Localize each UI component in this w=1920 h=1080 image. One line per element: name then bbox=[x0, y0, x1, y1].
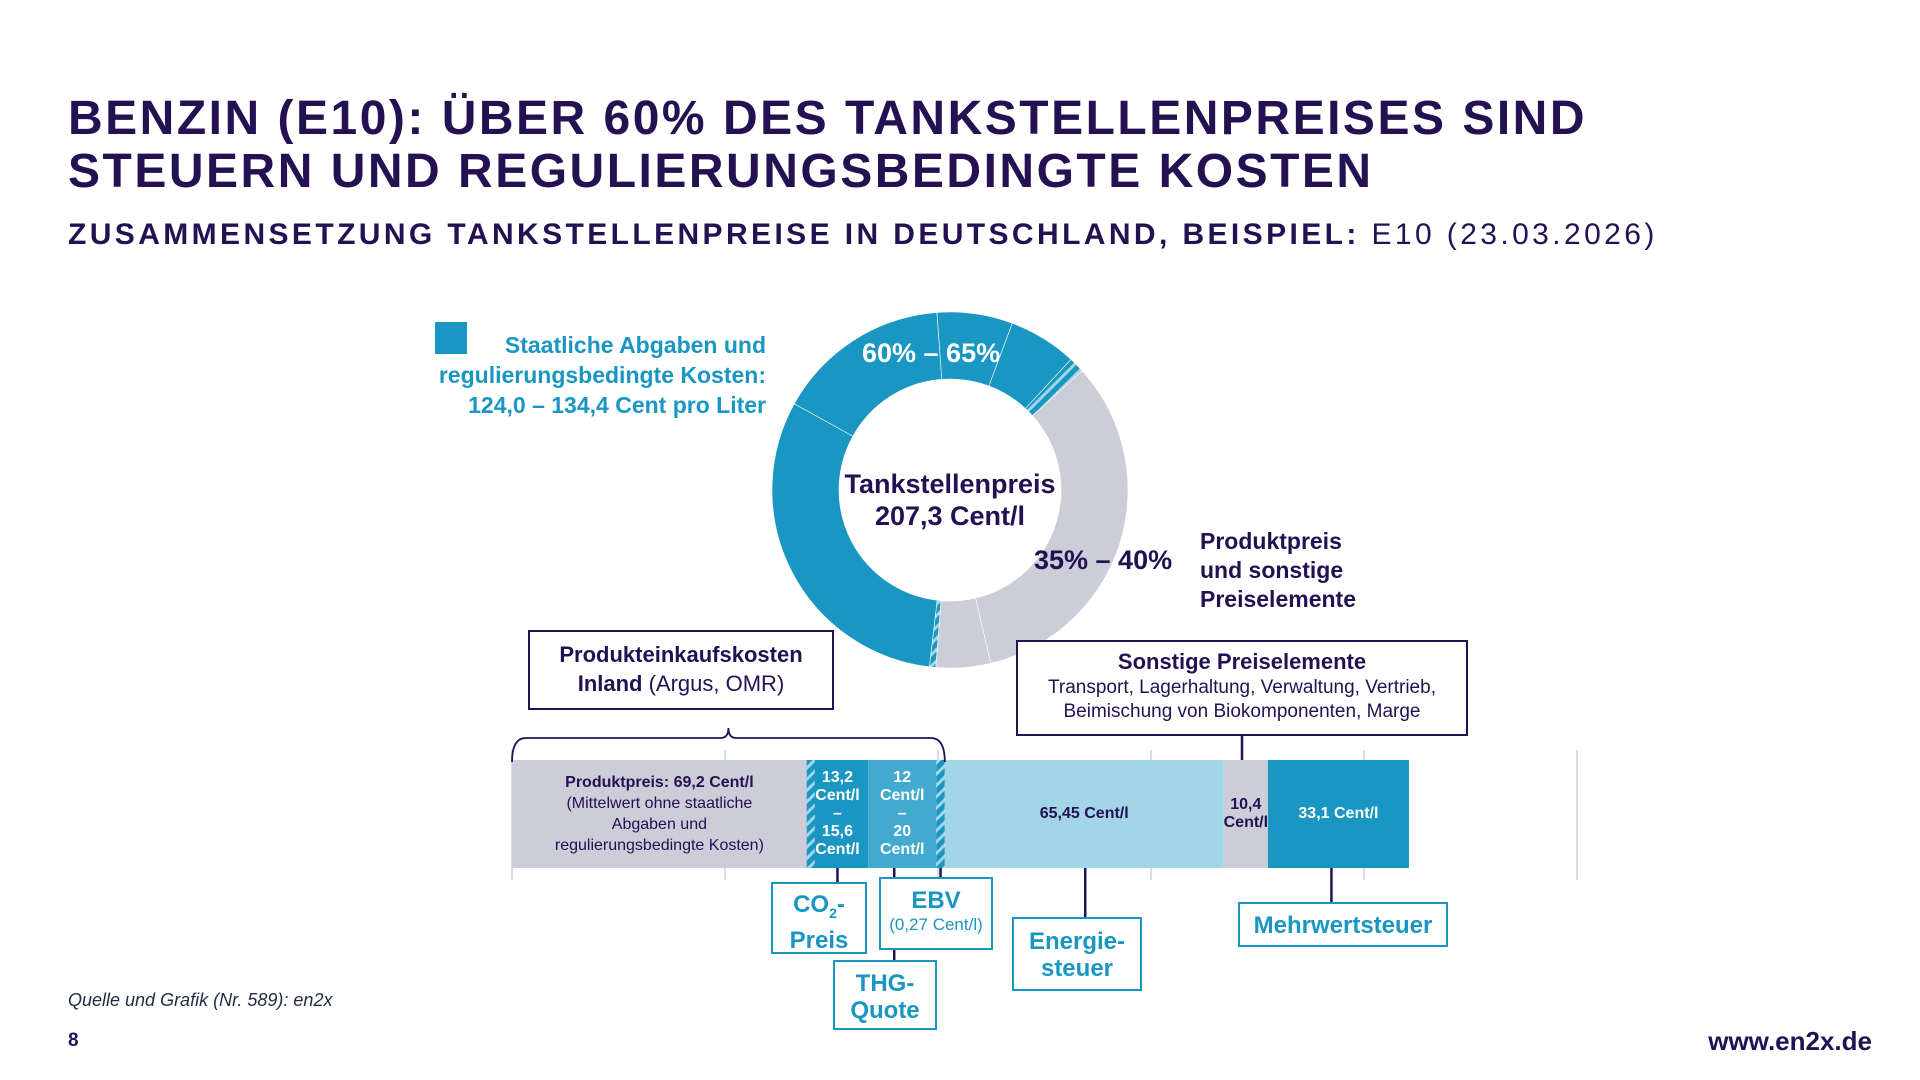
donut-slice-sonstige-preiselemente bbox=[935, 597, 992, 669]
bar-segment-co2-preis bbox=[806, 760, 869, 868]
bar-label-line: Cent/l bbox=[1223, 814, 1269, 831]
bar-label-line: 65,45 Cent/l bbox=[1039, 805, 1129, 822]
bar-segment-thg-quote bbox=[868, 760, 937, 868]
mwst-text: Mehrwertsteuer bbox=[1253, 912, 1433, 939]
product-label-line-3: Preiselemente bbox=[1200, 586, 1356, 612]
thg-line-1: THG- bbox=[855, 970, 915, 997]
subtitle-bold: ZUSAMMENSETZUNG TANKSTELLENPREISE IN DEU… bbox=[68, 218, 1360, 251]
bar-label-line: 12 bbox=[893, 769, 912, 786]
donut-slice-energiesteuer bbox=[771, 403, 938, 668]
callout-co2-preis: CO2- Preis bbox=[771, 882, 867, 954]
bar-label-line: Cent/l bbox=[879, 841, 925, 858]
bar-segment-sonstige-preiselemente bbox=[1223, 760, 1268, 868]
bar-label-line: 15,6 bbox=[821, 823, 854, 840]
sonstige-preiselemente-box: Sonstige Preiselemente Transport, Lagerh… bbox=[1016, 640, 1468, 736]
legend-line-2: regulierungsbedingte Kosten: bbox=[438, 362, 766, 388]
callout-thg-quote: THG- Quote bbox=[833, 960, 937, 1030]
legend-line-3: 124,0 – 134,4 Cent pro Liter bbox=[468, 392, 766, 418]
bar-label-line: Abgaben und bbox=[611, 816, 707, 833]
bar-segment-mehrwertsteuer bbox=[1267, 760, 1409, 868]
bar-label-co2-preis: 13,2 Cent/l –15,6 Cent/l bbox=[807, 769, 868, 859]
bar-label-line: 20 bbox=[893, 823, 912, 840]
bar-label-line: – bbox=[833, 805, 842, 822]
co2-subscript: 2 bbox=[829, 904, 837, 921]
center-value: 207,3 Cent/l bbox=[874, 501, 1026, 531]
bar-label-line: Cent/l bbox=[815, 787, 860, 804]
produkt-box-inland: Inland bbox=[577, 671, 643, 696]
energie-line-2: steuer bbox=[1040, 955, 1114, 982]
bar-label-sonstige-preiselemente: 10,4 Cent/l bbox=[1224, 796, 1268, 832]
ebv-value: (0,27 Cent/l) bbox=[889, 915, 983, 934]
website-link[interactable]: www.en2x.de bbox=[1708, 1026, 1872, 1056]
legend-line-1: Staatliche Abgaben und bbox=[504, 332, 766, 358]
title-line-2: STEUERN UND REGULIERUNGSBEDINGTE KOSTEN bbox=[68, 145, 1374, 198]
bar-label-line: (Mittelwert ohne staatliche bbox=[566, 795, 753, 812]
bar-label-mehrwertsteuer: 33,1 Cent/l bbox=[1268, 805, 1409, 823]
bar-label-line: 10,4 bbox=[1230, 796, 1262, 813]
source-note: Quelle und Grafik (Nr. 589): en2x bbox=[68, 990, 333, 1010]
legend-state-costs: Staatliche Abgaben und regulierungsbedin… bbox=[410, 330, 766, 420]
sonstige-box-title: Sonstige Preiselemente bbox=[1117, 649, 1367, 674]
thg-line-2: Quote bbox=[850, 997, 920, 1024]
callout-energiesteuer: Energie- steuer bbox=[1012, 917, 1142, 991]
bar-label-line: – bbox=[897, 805, 907, 822]
donut-chart bbox=[771, 311, 1129, 669]
donut-label-product-share: 35% – 40% bbox=[1034, 545, 1173, 575]
bar-segment-ebv bbox=[936, 760, 945, 868]
bar-segment-energiesteuer bbox=[944, 760, 1224, 868]
bar-label-line: Cent/l bbox=[815, 841, 860, 858]
donut-slice-produktpreis bbox=[975, 370, 1129, 664]
sonstige-box-line-2: Beimischung von Biokomponenten, Marge bbox=[1063, 701, 1421, 722]
center-title: Tankstellenpreis bbox=[844, 469, 1056, 499]
product-label-line-1: Produktpreis bbox=[1200, 528, 1342, 554]
co2-dash: - bbox=[836, 891, 845, 918]
page-subtitle: ZUSAMMENSETZUNG TANKSTELLENPREISE IN DEU… bbox=[68, 218, 1658, 252]
produkteinkaufskosten-box: Produkteinkaufskosten Inland (Argus, OMR… bbox=[528, 630, 834, 710]
ebv-title: EBV bbox=[911, 887, 961, 914]
bar-label-line: regulierungsbedingte Kosten) bbox=[554, 837, 764, 854]
donut-center-label: Tankstellenpreis 207,3 Cent/l bbox=[835, 468, 1065, 532]
donut-label-state-share: 60% – 65% bbox=[862, 338, 1001, 368]
subtitle-date: E10 (23.03.2026) bbox=[1359, 218, 1658, 251]
sonstige-box-line-1: Transport, Lagerhaltung, Verwaltung, Ver… bbox=[1048, 677, 1436, 698]
callout-mehrwertsteuer: Mehrwertsteuer bbox=[1238, 902, 1448, 947]
stacked-bar bbox=[512, 760, 1409, 868]
bar-label-line: 33,1 Cent/l bbox=[1298, 805, 1379, 822]
curly-brace-produkteinkauf bbox=[511, 727, 946, 763]
legend-swatch-state-costs bbox=[435, 322, 467, 354]
bar-label-produktpreis: Produktpreis: 69,2 Cent/l (Mittelwert ohn… bbox=[512, 772, 807, 856]
co2-preis-text: Preis bbox=[789, 926, 849, 954]
bar-segment-produktpreis bbox=[512, 760, 807, 868]
energie-line-1: Energie- bbox=[1028, 928, 1126, 955]
produkt-box-source: (Argus, OMR) bbox=[642, 671, 785, 696]
title-line-1: BENZIN (E10): ÜBER 60% DES TANKSTELLENPR… bbox=[68, 92, 1587, 145]
bar-label-line: Produktpreis: 69,2 Cent/l bbox=[565, 774, 754, 791]
bar-label-line: 13,2 bbox=[821, 769, 854, 786]
bar-label-line: Cent/l bbox=[879, 787, 925, 804]
product-label-line-2: und sonstige bbox=[1200, 557, 1344, 583]
page-title: BENZIN (E10): ÜBER 60% DES TANKSTELLENPR… bbox=[68, 92, 1587, 198]
bar-hatch-edge bbox=[806, 760, 815, 868]
bar-label-energiesteuer: 65,45 Cent/l bbox=[945, 805, 1224, 823]
callout-ebv: EBV (0,27 Cent/l) bbox=[879, 877, 993, 950]
bar-label-thg-quote: 12 Cent/l –20 Cent/l bbox=[868, 769, 936, 859]
co2-text: CO bbox=[793, 891, 830, 918]
produkt-box-title: Produkteinkaufskosten bbox=[559, 642, 803, 667]
donut-label-product: Produktpreis und sonstige Preiselemente bbox=[1200, 527, 1356, 614]
page-number: 8 bbox=[68, 1030, 79, 1051]
